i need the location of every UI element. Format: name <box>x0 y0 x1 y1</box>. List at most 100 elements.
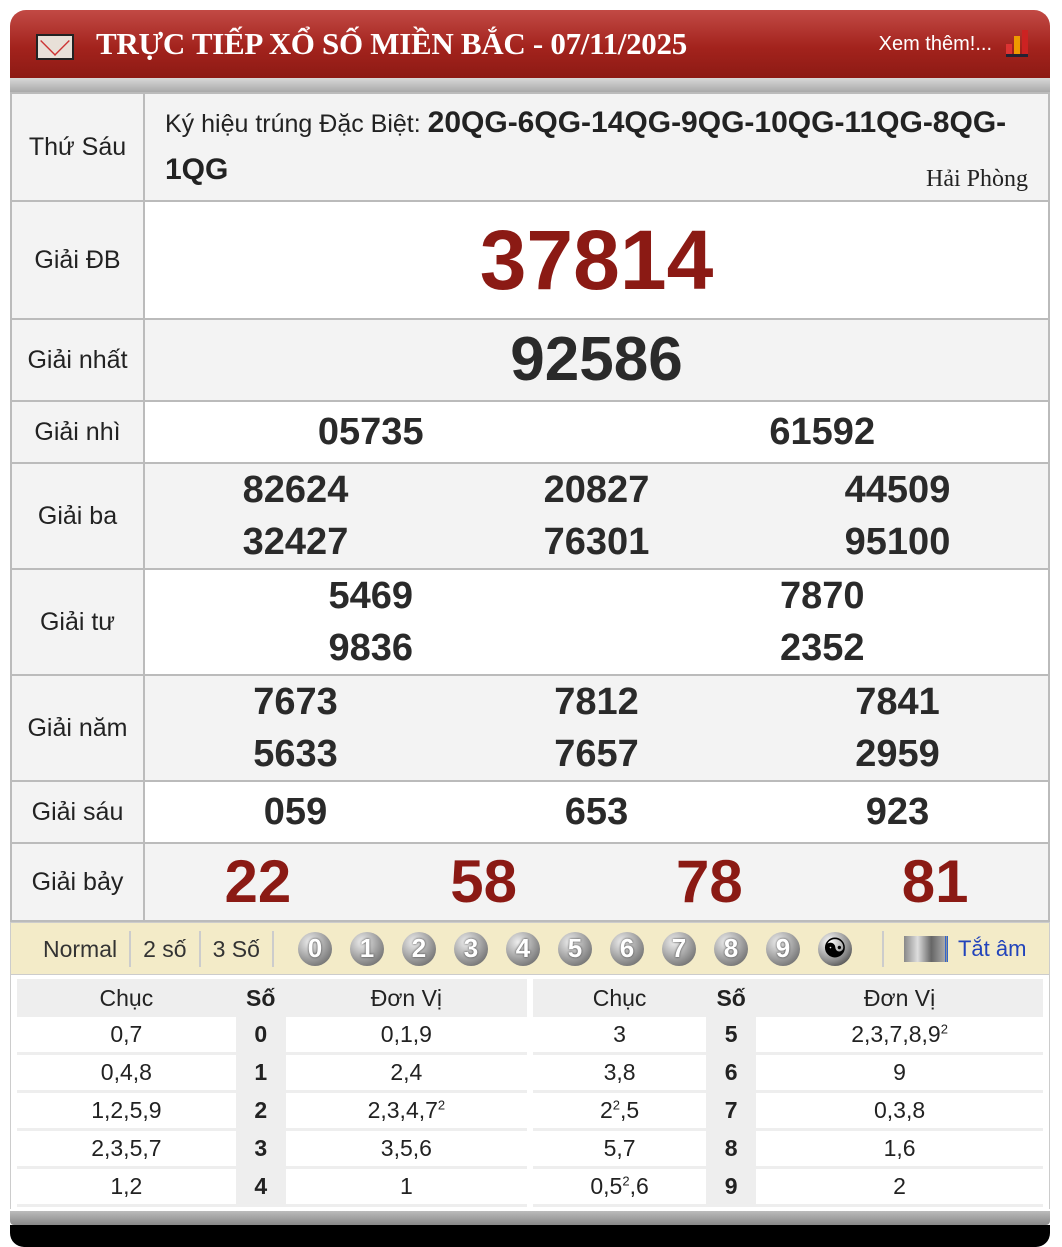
prize-number: 7812 <box>554 681 639 723</box>
day-label: Thứ Sáu <box>10 92 145 202</box>
symbol-label: Ký hiệu trúng Đặc Biệt: <box>165 110 421 138</box>
digit-9-button[interactable]: 9 <box>765 931 800 966</box>
prize-number: 7841 <box>855 681 940 723</box>
digit-2-button[interactable]: 2 <box>401 931 436 966</box>
mode-2-digit-button[interactable]: 2 số <box>131 930 201 967</box>
prize-label: Giải ba <box>10 462 145 570</box>
loto-header: Chục <box>533 982 707 1014</box>
prize-number: 22 <box>224 848 292 915</box>
loto-chuc: 0,7 <box>17 1017 236 1052</box>
see-more-link[interactable]: Xem thêm!... <box>878 32 992 55</box>
mute-link[interactable]: Tắt âm <box>957 935 1027 961</box>
loto-row: 5,7 8 1,6 <box>533 1131 1043 1166</box>
loto-chuc: 0,4,8 <box>17 1055 236 1090</box>
prize-row: Giải ĐB 37814 <box>10 200 1050 320</box>
loto-header: Chục <box>17 982 236 1014</box>
loto-donvi: 2,4 <box>285 1055 527 1090</box>
loto-donvi: 0,3,8 <box>756 1093 1043 1128</box>
digit-5-button[interactable]: 5 <box>557 931 592 966</box>
digit-1-button[interactable]: 1 <box>349 931 384 966</box>
loto-so: 3 <box>235 1131 286 1166</box>
digit-4-button[interactable]: 4 <box>505 931 540 966</box>
loto-chuc: 3,8 <box>533 1055 707 1090</box>
prize-number: 44509 <box>844 469 951 511</box>
loto-row: 1,2,5,9 2 2,3,4,72 <box>17 1093 527 1128</box>
loto-row: 0,4,8 1 2,4 <box>17 1055 527 1090</box>
loto-header: Số <box>706 982 757 1014</box>
bar-chart-icon[interactable] <box>1006 30 1028 57</box>
loto-tables: Chục Số Đơn Vị 0,7 0 0,1,9 0,4,8 1 2,4 1,2,5,9 2 2,… <box>10 975 1050 1209</box>
prize-number: 923 <box>865 791 930 833</box>
loto-donvi: 2 <box>756 1169 1043 1204</box>
prize-number: 76301 <box>543 521 650 563</box>
loto-chuc: 2,3,5,7 <box>17 1131 236 1166</box>
prize-number: 5469 <box>328 575 414 617</box>
digit-3-button[interactable]: 3 <box>453 931 488 966</box>
prize-number: 059 <box>263 791 328 833</box>
loto-so: 8 <box>706 1131 757 1166</box>
loto-header: Số <box>235 982 286 1014</box>
mode-3-digit-button[interactable]: 3 Số <box>201 930 274 967</box>
prize-number: 7657 <box>554 733 639 775</box>
loto-so: 5 <box>706 1017 757 1052</box>
page-title: TRỰC TIẾP XỔ SỐ MIỀN BẮC - 07/11/2025 <box>96 26 687 61</box>
prize-number: 7870 <box>779 575 865 617</box>
loto-row: 2,3,5,7 3 3,5,6 <box>17 1131 527 1166</box>
results-table: Thứ Sáu Ký hiệu trúng Đặc Biệt: 20QG-6QG… <box>10 92 1050 922</box>
yin-yang-icon[interactable]: ☯ <box>817 931 852 966</box>
loto-row: 3,8 6 9 <box>533 1055 1043 1090</box>
loto-donvi: 2,3,7,8,92 <box>756 1017 1043 1052</box>
prize-number: 92586 <box>510 325 683 394</box>
prize-number: 78 <box>676 848 743 915</box>
digit-8-button[interactable]: 8 <box>713 931 748 966</box>
header: TRỰC TIẾP XỔ SỐ MIỀN BẮC - 07/11/2025 Xe… <box>10 10 1050 78</box>
loto-donvi: 3,5,6 <box>285 1131 527 1166</box>
loto-table-right: Chục Số Đơn Vị 3 5 2,3,7,8,92 3,8 6 9 22,5 7 0,3,8 5… <box>533 979 1043 1207</box>
province: Hải Phòng <box>926 166 1028 192</box>
prize-number: 81 <box>901 848 969 915</box>
special-symbol-cell: Ký hiệu trúng Đặc Biệt: 20QG-6QG-14QG-9Q… <box>143 92 1050 202</box>
prize-number: 58 <box>450 848 517 915</box>
prize-number: 37814 <box>479 213 714 307</box>
loto-row: 0,52,6 9 2 <box>533 1169 1043 1204</box>
loto-so: 1 <box>235 1055 286 1090</box>
prize-number: 653 <box>564 791 629 833</box>
loto-so: 0 <box>235 1017 286 1052</box>
loto-so: 6 <box>706 1055 757 1090</box>
prize-label: Giải bảy <box>10 842 145 922</box>
prize-number: 95100 <box>844 521 951 563</box>
prize-label: Giải nhì <box>10 400 145 464</box>
digit-7-button[interactable]: 7 <box>661 931 696 966</box>
prize-row: Giải bảy 22 58 78 81 <box>10 842 1050 922</box>
prize-number: 32427 <box>242 521 349 563</box>
prize-row: Giải sáu 059 653 923 <box>10 780 1050 844</box>
loto-donvi: 1,6 <box>756 1131 1043 1166</box>
prize-number: 20827 <box>543 469 650 511</box>
prize-number: 7673 <box>253 681 338 723</box>
prize-number: 82624 <box>242 469 349 511</box>
digit-6-button[interactable]: 6 <box>609 931 644 966</box>
loto-chuc: 1,2,5,9 <box>17 1093 236 1128</box>
sound-icon[interactable] <box>903 935 948 962</box>
loto-header: Đơn Vị <box>756 982 1043 1014</box>
mail-icon <box>36 34 74 60</box>
digit-0-button[interactable]: 0 <box>297 931 332 966</box>
prize-row: Giải nhất 92586 <box>10 318 1050 402</box>
loto-so: 7 <box>706 1093 757 1128</box>
loto-header: Đơn Vị <box>285 982 527 1014</box>
loto-row: 0,7 0 0,1,9 <box>17 1017 527 1052</box>
prize-number: 5633 <box>253 733 338 775</box>
loto-row: 22,5 7 0,3,8 <box>533 1093 1043 1128</box>
footer-bar <box>10 1225 1050 1247</box>
prize-number: 2959 <box>855 733 940 775</box>
loto-donvi: 2,3,4,72 <box>285 1093 527 1128</box>
mode-normal-button[interactable]: Normal <box>31 930 132 967</box>
symbol-value: 20QG-6QG-14QG-9QG-10QG-11QG-8QG-1QG <box>165 106 1007 186</box>
loto-donvi: 0,1,9 <box>285 1017 527 1052</box>
loto-so: 9 <box>706 1169 757 1204</box>
prize-number: 05735 <box>317 411 424 453</box>
loto-donvi: 1 <box>285 1169 527 1204</box>
loto-chuc: 22,5 <box>533 1093 707 1128</box>
prize-label: Giải nhất <box>10 318 145 402</box>
